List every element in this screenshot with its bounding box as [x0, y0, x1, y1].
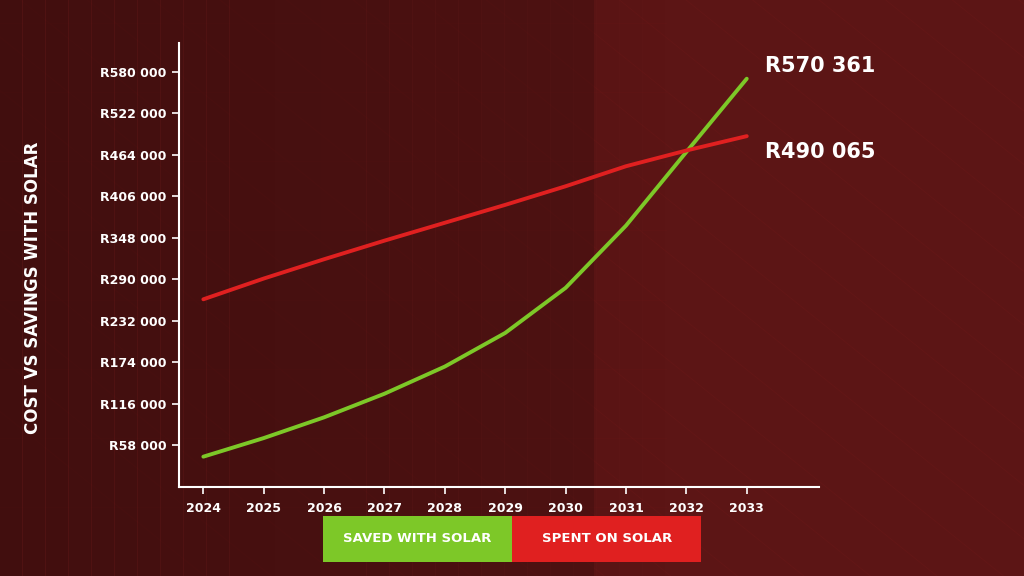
- Text: R490 065: R490 065: [765, 142, 876, 162]
- Text: SAVED WITH SOLAR: SAVED WITH SOLAR: [343, 532, 492, 545]
- Text: R570 361: R570 361: [765, 56, 876, 76]
- Text: SPENT ON SOLAR: SPENT ON SOLAR: [542, 532, 672, 545]
- Text: COST VS SAVINGS WITH SOLAR: COST VS SAVINGS WITH SOLAR: [24, 142, 42, 434]
